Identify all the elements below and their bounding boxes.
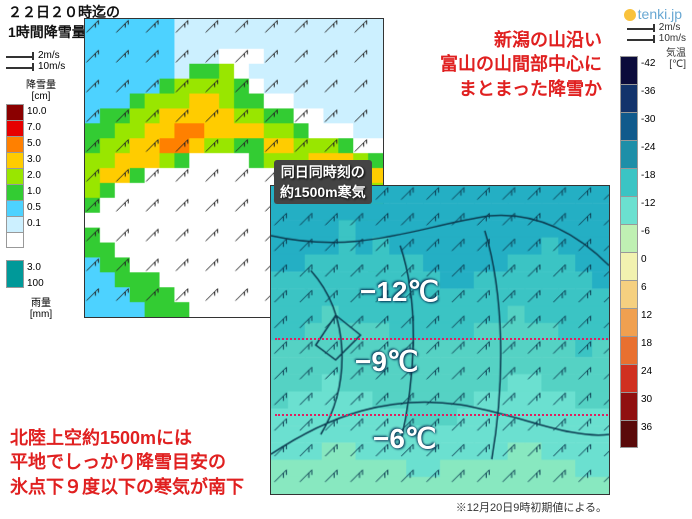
weather-composite: tenki.jp ２２日２０時迄の 1時間降雪量と風 2m/s 10m/s 気温… — [0, 0, 692, 519]
center-label: 同日同時刻の 約1500m寒気 — [274, 160, 372, 204]
annotation-bottom: 北陸上空約1500mには 平地でしっかり降雪目安の 氷点下９度以下の寒気が南下 — [10, 426, 244, 499]
temp-label: −6℃ — [373, 422, 436, 455]
isotherm-line — [275, 338, 608, 340]
sun-icon — [624, 9, 636, 21]
footnote: ※12月20日9時初期値による。 — [456, 499, 607, 515]
temp-map — [270, 185, 610, 495]
temp-label: −9℃ — [355, 345, 418, 378]
isotherm-line — [275, 414, 608, 416]
temp-legend: -42-36-30-24-18-12-6061218243036 — [620, 56, 690, 448]
annotation-top: 新潟の山沿い 富山の山間部中心に まとまった降雪か — [440, 28, 602, 101]
tenki-logo: tenki.jp — [624, 6, 682, 22]
temp-label: −12℃ — [360, 275, 439, 308]
snowfall-legend-title: 降雪量 [cm] — [6, 76, 76, 102]
snowfall-legend: 2m/s 10m/s 降雪量 [cm] 10.07.05.03.02.01.00… — [6, 50, 76, 322]
